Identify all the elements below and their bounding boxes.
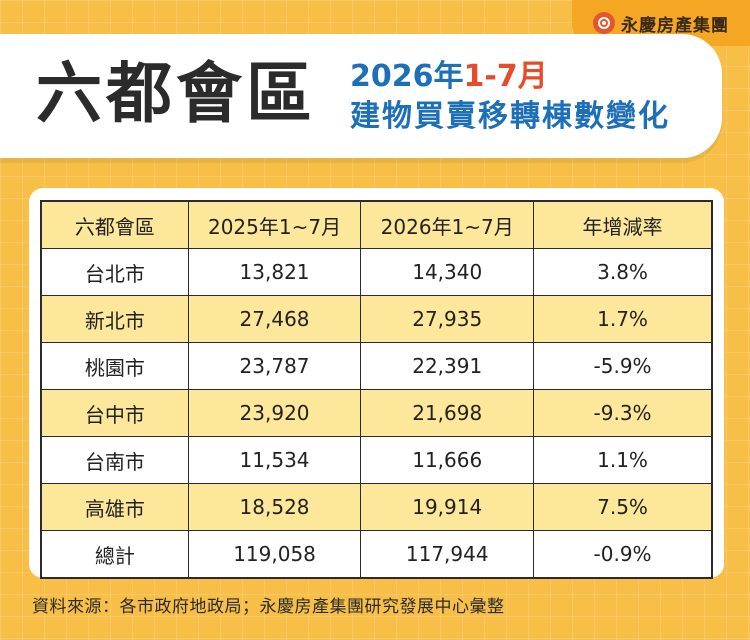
- rate-cell: -9.3%: [533, 389, 713, 437]
- region-cell: 高雄市: [40, 483, 189, 531]
- value-cell: 21,698: [360, 389, 535, 437]
- table-row: 台中市 23,920 21,698 -9.3%: [40, 389, 713, 437]
- data-table: 六都會區 2025年1~7月 2026年1~7月 年增減率 台北市 13,821…: [40, 200, 713, 579]
- rate-cell: -0.9%: [533, 530, 713, 579]
- region-cell: 總計: [40, 530, 189, 579]
- table-total-row: 總計 119,058 117,944 -0.9%: [40, 530, 713, 579]
- column-header: 年增減率: [533, 200, 713, 249]
- region-cell: 新北市: [40, 295, 189, 343]
- region-cell: 台南市: [40, 436, 189, 484]
- rate-cell: 1.7%: [533, 295, 713, 343]
- page-title: 六都會區: [36, 55, 316, 132]
- value-cell: 27,468: [187, 295, 362, 343]
- value-cell: 119,058: [187, 530, 362, 579]
- value-cell: 23,920: [187, 389, 362, 437]
- table-header-row: 六都會區 2025年1~7月 2026年1~7月 年增減率: [40, 200, 713, 249]
- value-cell: 19,914: [360, 483, 535, 531]
- subtitle-range: 1-7月: [463, 59, 548, 94]
- rate-cell: 3.8%: [533, 248, 713, 296]
- title-banner: 六都會區 2026年1-7月 建物買賣移轉棟數變化: [0, 34, 722, 158]
- brand-name: 永慶房產集團: [621, 15, 729, 36]
- value-cell: 11,534: [187, 436, 362, 484]
- subtitle-period: 2026年1-7月: [350, 58, 670, 96]
- value-cell: 23,787: [187, 342, 362, 390]
- table-card: 六都會區 2025年1~7月 2026年1~7月 年增減率 台北市 13,821…: [29, 188, 724, 579]
- column-header: 六都會區: [40, 200, 189, 249]
- region-cell: 台北市: [40, 248, 189, 296]
- column-header: 2026年1~7月: [360, 200, 535, 249]
- rate-cell: -5.9%: [533, 342, 713, 390]
- value-cell: 13,821: [187, 248, 362, 296]
- subtitle-topic: 建物買賣移轉棟數變化: [350, 99, 670, 134]
- region-cell: 桃園市: [40, 342, 189, 390]
- table-row: 新北市 27,468 27,935 1.7%: [40, 295, 713, 343]
- value-cell: 22,391: [360, 342, 535, 390]
- table-row: 桃園市 23,787 22,391 -5.9%: [40, 342, 713, 390]
- table-row: 台南市 11,534 11,666 1.1%: [40, 436, 713, 484]
- value-cell: 27,935: [360, 295, 535, 343]
- brand-logo-icon: [593, 12, 615, 34]
- value-cell: 117,944: [360, 530, 535, 579]
- rate-cell: 7.5%: [533, 483, 713, 531]
- subtitle: 2026年1-7月 建物買賣移轉棟數變化: [350, 58, 670, 138]
- value-cell: 18,528: [187, 483, 362, 531]
- column-header: 2025年1~7月: [187, 200, 362, 249]
- region-cell: 台中市: [40, 389, 189, 437]
- source-note: 資料來源：各市政府地政局；永慶房產集團研究發展中心彙整: [32, 597, 505, 617]
- rate-cell: 1.1%: [533, 436, 713, 484]
- value-cell: 11,666: [360, 436, 535, 484]
- subtitle-year: 2026年: [350, 59, 464, 94]
- table-row: 台北市 13,821 14,340 3.8%: [40, 248, 713, 296]
- value-cell: 14,340: [360, 248, 535, 296]
- table-row: 高雄市 18,528 19,914 7.5%: [40, 483, 713, 531]
